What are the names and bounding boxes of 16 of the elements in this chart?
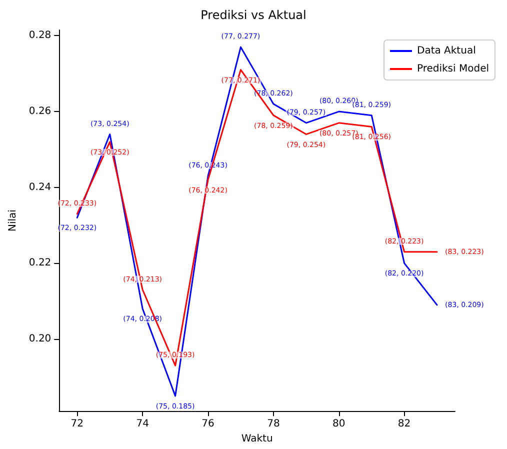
x-tick-label: 80 [332,418,346,430]
x-tick-label: 78 [267,418,280,430]
x-tick-label: 74 [136,418,149,430]
y-tick-label: 0.22 [28,258,52,269]
y-axis-title: Nilai [8,210,18,232]
x-tick-label: 82 [398,418,411,430]
chart-title: Prediksi vs Aktual [200,8,306,22]
legend-label: Prediksi Model [416,64,490,74]
y-tick-label: 0.28 [28,30,52,42]
y-tick-label: 0.24 [28,182,52,193]
x-tick-label: 76 [202,418,214,430]
y-tick-label: 0.26 [28,106,52,118]
x-axis-title: Waktu [241,434,273,444]
y-tick-label: 0.20 [28,334,52,345]
x-tick-label: 72 [70,418,84,430]
legend-label: Data Aktual [416,46,476,56]
